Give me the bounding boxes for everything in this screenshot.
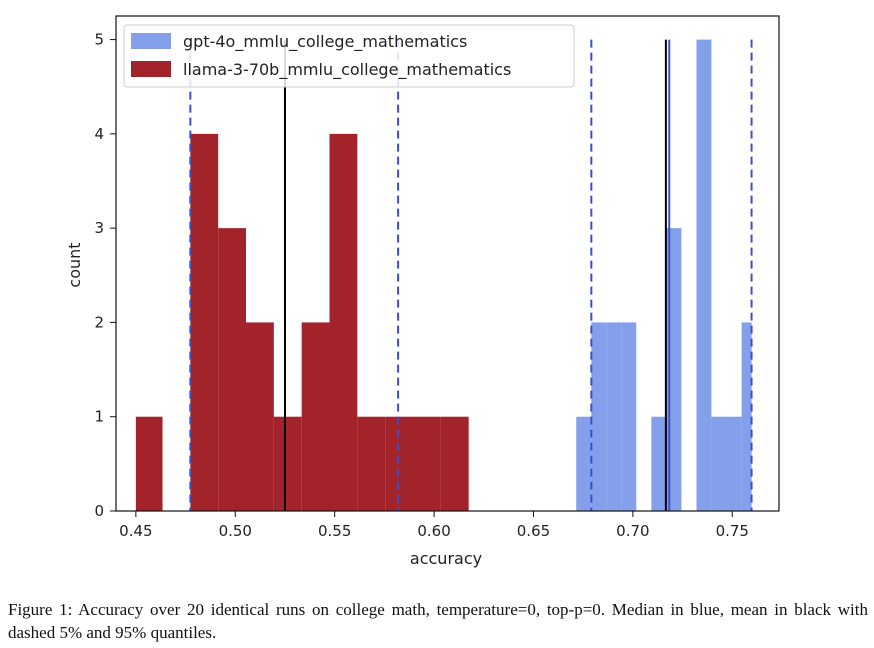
- bar-gpt-4o-7: [711, 416, 727, 511]
- histogram-bars: [135, 39, 752, 511]
- x-axis-label: accuracy: [410, 549, 482, 568]
- figure-caption: Figure 1: Accuracy over 20 identical run…: [8, 598, 868, 644]
- legend-label-llama-3-70b: llama-3-70b_mmlu_college_mathematics: [183, 60, 511, 80]
- x-tick-label: 0.65: [517, 522, 550, 540]
- legend-swatch-llama-3-70b: [131, 61, 171, 77]
- bar-llama-3-70b-9: [413, 416, 441, 511]
- bar-llama-3-70b-6: [329, 133, 358, 511]
- bar-gpt-4o-6: [696, 39, 712, 511]
- bar-gpt-4o-0: [576, 416, 592, 511]
- bar-llama-3-70b-1: [190, 133, 219, 511]
- x-tick-label: 0.45: [119, 522, 152, 540]
- bar-gpt-4o-8: [726, 416, 742, 511]
- bar-gpt-4o-9: [741, 322, 752, 511]
- bar-gpt-4o-2: [606, 322, 622, 511]
- bar-gpt-4o-3: [621, 322, 637, 511]
- x-tick-label: 0.60: [417, 522, 450, 540]
- x-tick-label: 0.55: [318, 522, 351, 540]
- bar-llama-3-70b-0: [135, 416, 163, 511]
- bar-llama-3-70b-3: [246, 322, 274, 511]
- bar-llama-3-70b-7: [357, 416, 386, 511]
- axes-frame: [115, 15, 780, 512]
- bar-llama-3-70b-10: [440, 416, 469, 511]
- bar-llama-3-70b-2: [218, 228, 247, 511]
- bar-llama-3-70b-5: [301, 322, 330, 511]
- y-tick-label: 5: [94, 31, 104, 49]
- y-axis-ticks: 0 1 2 3 4 5: [94, 31, 116, 520]
- x-tick-label: 0.50: [219, 522, 252, 540]
- x-tick-label: 0.70: [616, 522, 649, 540]
- histogram-figure: 0.45 0.50 0.55 0.60 0.65 0.70 0.75 0 1 2 3 4 5 accu…: [65, 15, 780, 568]
- bar-llama-3-70b-4: [273, 416, 302, 511]
- y-tick-label: 0: [94, 502, 104, 520]
- x-axis-ticks: 0.45 0.50 0.55 0.60 0.65 0.70 0.75: [119, 511, 749, 540]
- figure-caption-text: Figure 1: Accuracy over 20 identical run…: [8, 600, 868, 642]
- bar-gpt-4o-4: [651, 416, 667, 511]
- legend-box: [123, 24, 575, 88]
- x-tick-label: 0.75: [716, 522, 749, 540]
- legend-swatch-gpt-4o: [131, 33, 171, 49]
- legend-label-gpt-4o: gpt-4o_mmlu_college_mathematics: [183, 32, 467, 52]
- bar-gpt-4o-1: [591, 322, 607, 511]
- legend: gpt-4o_mmlu_college_mathematics llama-3-…: [123, 24, 575, 88]
- y-tick-label: 4: [94, 125, 104, 143]
- y-axis-label: count: [65, 242, 84, 287]
- y-tick-label: 3: [94, 219, 104, 237]
- y-tick-label: 2: [94, 313, 104, 331]
- statistic-lines: [189, 39, 753, 511]
- y-tick-label: 1: [94, 408, 104, 426]
